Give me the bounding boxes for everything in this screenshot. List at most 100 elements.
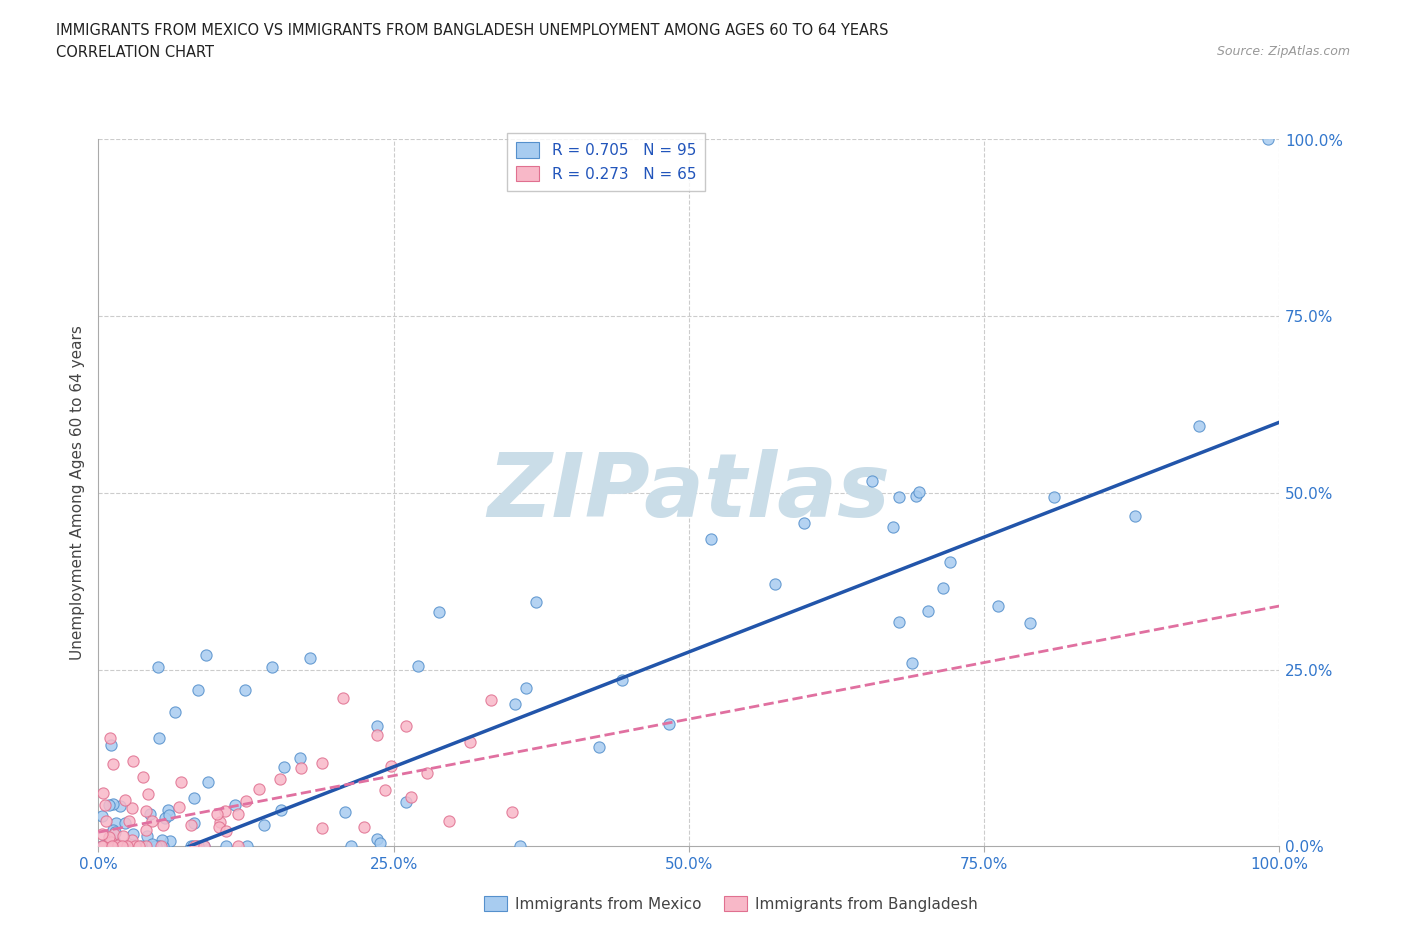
Immigrants from Mexico [215,839,238,854]
Immigrants from Mexico [100,737,122,752]
Immigrants from Mexico [135,828,157,843]
Immigrants from Bangladesh [117,839,139,854]
Immigrants from Mexico [368,836,391,851]
Immigrants from Bangladesh [138,787,160,802]
Text: IMMIGRANTS FROM MEXICO VS IMMIGRANTS FROM BANGLADESH UNEMPLOYMENT AMONG AGES 60 : IMMIGRANTS FROM MEXICO VS IMMIGRANTS FRO… [56,23,889,38]
Immigrants from Mexico [148,839,170,854]
Immigrants from Mexico [273,759,295,774]
Immigrants from Bangladesh [167,800,190,815]
Immigrants from Bangladesh [132,769,155,784]
Immigrants from Mexico [224,798,246,813]
Immigrants from Mexico [524,595,547,610]
Immigrants from Mexico [939,554,962,569]
Immigrants from Bangladesh [184,839,207,854]
Immigrants from Mexico [91,839,114,854]
Immigrants from Bangladesh [112,828,135,843]
Immigrants from Mexico [340,839,363,854]
Immigrants from Bangladesh [247,782,270,797]
Immigrants from Mexico [298,651,321,666]
Immigrants from Bangladesh [399,790,422,804]
Immigrants from Mexico [108,839,131,854]
Immigrants from Mexico [104,815,127,830]
Immigrants from Mexico [148,659,170,674]
Immigrants from Bangladesh [152,817,174,832]
Immigrants from Mexico [187,683,209,698]
Immigrants from Mexico [152,839,174,854]
Immigrants from Mexico [145,839,167,854]
Immigrants from Bangladesh [458,734,481,749]
Immigrants from Mexico [793,515,815,530]
Immigrants from Bangladesh [91,839,114,854]
Immigrants from Mexico [366,832,388,847]
Immigrants from Bangladesh [105,839,128,854]
Immigrants from Mexico [91,809,114,824]
Y-axis label: Unemployment Among Ages 60 to 64 years: Unemployment Among Ages 60 to 64 years [69,326,84,660]
Immigrants from Mexico [159,833,181,848]
Immigrants from Bangladesh [193,839,215,854]
Immigrants from Mexico [104,839,127,854]
Immigrants from Mexico [163,705,186,720]
Immigrants from Mexico [588,739,610,754]
Immigrants from Mexico [122,827,145,842]
Immigrants from Mexico [183,791,205,806]
Immigrants from Mexico [101,796,124,811]
Immigrants from Bangladesh [101,756,124,771]
Immigrants from Bangladesh [91,827,114,842]
Immigrants from Mexico [195,648,218,663]
Immigrants from Bangladesh [100,835,122,850]
Immigrants from Mexico [987,598,1010,613]
Legend: Immigrants from Mexico, Immigrants from Bangladesh: Immigrants from Mexico, Immigrants from … [478,889,984,918]
Immigrants from Mexico [905,488,928,503]
Immigrants from Mexico [236,839,259,854]
Immigrants from Mexico [908,485,931,499]
Immigrants from Mexico [103,832,125,847]
Immigrants from Mexico [901,656,924,671]
Immigrants from Bangladesh [209,815,232,830]
Immigrants from Bangladesh [311,821,333,836]
Immigrants from Mexico [104,839,127,854]
Immigrants from Bangladesh [395,718,418,733]
Immigrants from Bangladesh [353,819,375,834]
Immigrants from Mexico [100,839,122,854]
Immigrants from Bangladesh [226,839,249,854]
Immigrants from Bangladesh [121,832,143,847]
Immigrants from Bangladesh [180,817,202,832]
Immigrants from Mexico [110,798,132,813]
Immigrants from Mexico [181,839,204,854]
Text: CORRELATION CHART: CORRELATION CHART [56,45,214,60]
Immigrants from Bangladesh [479,693,502,708]
Immigrants from Mexico [118,839,141,854]
Immigrants from Bangladesh [103,827,125,842]
Immigrants from Mexico [98,798,121,813]
Legend: R = 0.705   N = 95, R = 0.273   N = 65: R = 0.705 N = 95, R = 0.273 N = 65 [508,133,706,191]
Immigrants from Mexico [150,832,173,847]
Immigrants from Mexico [148,731,170,746]
Immigrants from Mexico [180,839,202,854]
Immigrants from Mexico [233,683,256,698]
Immigrants from Bangladesh [380,759,402,774]
Immigrants from Mexico [1257,132,1279,147]
Immigrants from Mexico [187,839,209,854]
Immigrants from Bangladesh [101,838,124,853]
Immigrants from Mexico [1187,418,1209,433]
Immigrants from Bangladesh [208,819,231,834]
Immigrants from Mexico [124,839,146,854]
Immigrants from Mexico [1018,616,1040,631]
Immigrants from Mexico [917,604,939,618]
Immigrants from Mexico [183,816,205,830]
Immigrants from Mexico [270,803,292,817]
Immigrants from Mexico [887,489,910,504]
Immigrants from Mexico [366,719,388,734]
Immigrants from Bangladesh [269,771,291,786]
Immigrants from Bangladesh [205,807,228,822]
Immigrants from Mexico [1125,509,1147,524]
Immigrants from Mexico [699,531,721,546]
Immigrants from Mexico [862,473,884,488]
Immigrants from Bangladesh [94,814,117,829]
Immigrants from Bangladesh [91,786,114,801]
Immigrants from Mexico [94,839,117,854]
Immigrants from Bangladesh [98,830,121,844]
Immigrants from Bangladesh [374,782,396,797]
Immigrants from Mexico [91,839,114,854]
Immigrants from Bangladesh [135,839,157,854]
